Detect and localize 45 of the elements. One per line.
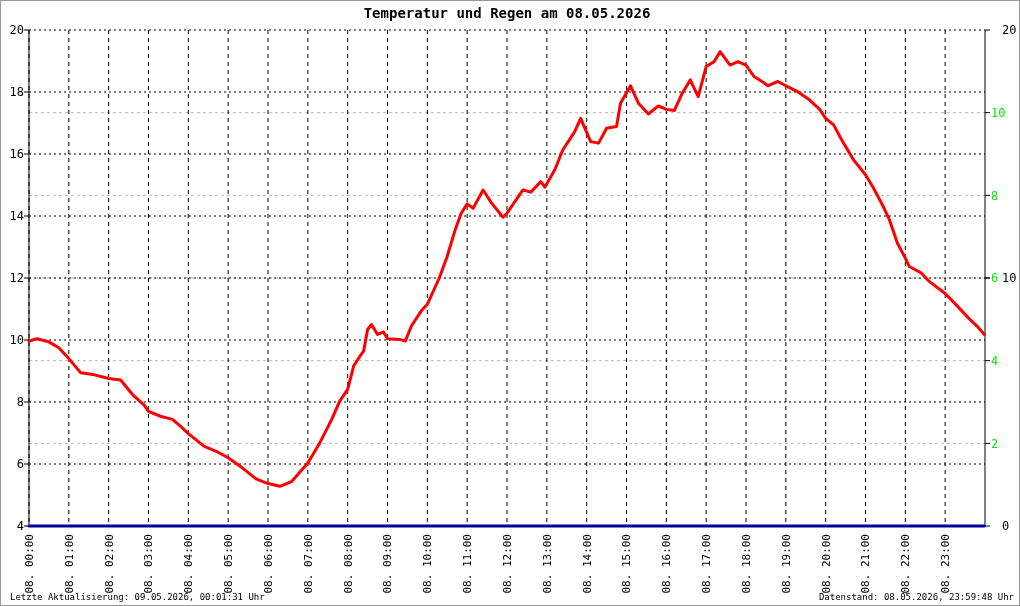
line-series bbox=[27, 50, 986, 488]
x-tick-label: 08. 22:00 bbox=[899, 534, 913, 594]
y-tick-label: 6 bbox=[16, 457, 24, 472]
y-tick-label: 10 bbox=[9, 333, 24, 348]
x-tick-label: 08. 15:00 bbox=[620, 534, 634, 594]
text: Datenstand: 08.05.2026, 23:59:48 Uhr bbox=[818, 592, 1015, 602]
y2-tick-label: 4 bbox=[991, 353, 999, 368]
x-tick-label: 08. 00:00 bbox=[22, 534, 36, 594]
x-tick-label: 08. 21:00 bbox=[859, 534, 873, 594]
text: Letzte Aktualisierung: 09.05.2026, 00:01:31 Uhr bbox=[10, 592, 266, 602]
x-tick-label: 08. 09:00 bbox=[381, 534, 395, 594]
y-tick-label: 14 bbox=[9, 209, 24, 224]
y2-tick-label: 10 bbox=[991, 105, 1006, 120]
y3-tick-label: 10 bbox=[1002, 271, 1017, 286]
x-tick-label: 08. 03:00 bbox=[142, 534, 156, 594]
y-tick-label: 8 bbox=[16, 395, 24, 410]
y2-tick-label: 2 bbox=[991, 436, 999, 451]
y2-tick-label: 8 bbox=[991, 188, 999, 203]
x-tick-label: 08. 01:00 bbox=[62, 534, 76, 594]
x-tick-label: 08. 02:00 bbox=[102, 534, 116, 594]
y-tick-label: 16 bbox=[9, 147, 24, 162]
y3-tick-label: 20 bbox=[1002, 23, 1017, 38]
x-tick-label: 08. 14:00 bbox=[580, 534, 594, 594]
chart-title: Temperatur und Regen am 08.05.2026 bbox=[363, 5, 651, 21]
x-tick-label: 08. 05:00 bbox=[222, 534, 236, 594]
y-tick-label: 12 bbox=[9, 271, 24, 286]
x-tick-label: 08. 11:00 bbox=[461, 534, 475, 594]
x-tick-label: 08. 10:00 bbox=[421, 534, 435, 594]
x-tick-label: 08. 17:00 bbox=[700, 534, 714, 594]
y-tick-label: 20 bbox=[9, 23, 24, 38]
x-tick-label: 08. 07:00 bbox=[301, 534, 315, 594]
x-tick-label: 08. 16:00 bbox=[660, 534, 674, 594]
y2-tick-label: 6 bbox=[991, 271, 999, 286]
x-tick-label: 08. 20:00 bbox=[819, 534, 833, 594]
x-tick-label: 08. 08:00 bbox=[341, 534, 355, 594]
x-tick-label: 08. 18:00 bbox=[739, 534, 753, 594]
x-tick-label: 08. 23:00 bbox=[939, 534, 953, 594]
x-tick-label: 08. 19:00 bbox=[779, 534, 793, 594]
y3-tick-label: 0 bbox=[1002, 519, 1010, 534]
x-tick-label: 08. 12:00 bbox=[500, 534, 514, 594]
x-tick-label: 08. 13:00 bbox=[540, 534, 554, 594]
y-tick-label: 4 bbox=[16, 519, 24, 534]
y-tick-label: 18 bbox=[9, 85, 24, 100]
x-tick-label: 08. 06:00 bbox=[261, 534, 275, 594]
x-tick-label: 08. 04:00 bbox=[182, 534, 196, 594]
